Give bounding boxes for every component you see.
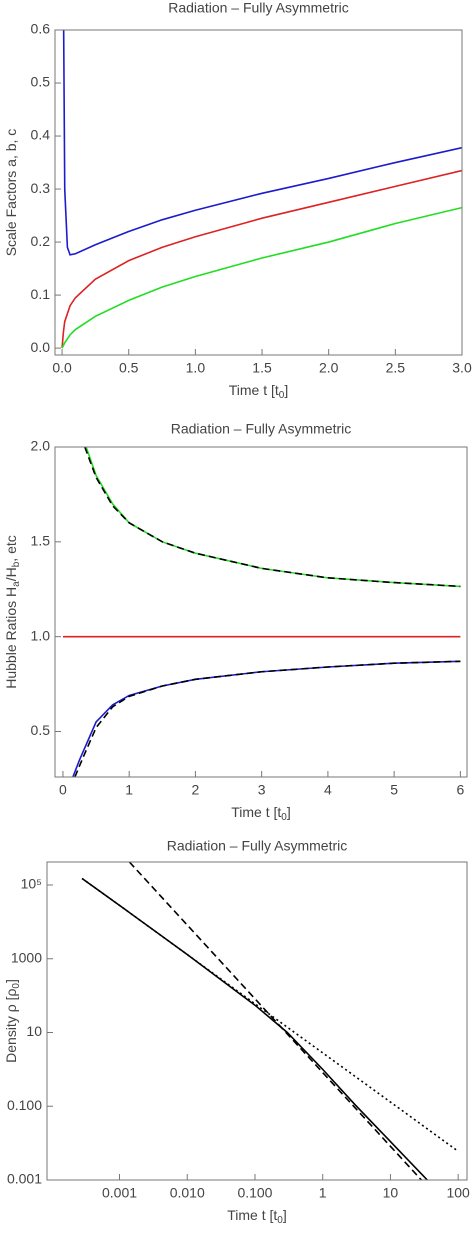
y-tick-label: 0.3 bbox=[31, 180, 51, 196]
curve bbox=[72, 660, 461, 777]
x-tick-label: 5 bbox=[390, 782, 398, 798]
axis-label: Time t [t0] bbox=[229, 382, 289, 401]
curve bbox=[84, 447, 461, 588]
subscript: b bbox=[11, 561, 22, 567]
axis-label: Hubble Ratios Ha/Hb, etc bbox=[3, 535, 22, 689]
y-tick-label: 2.0 bbox=[31, 438, 51, 454]
label-part: , etc bbox=[3, 535, 19, 561]
x-tick-label: 4 bbox=[324, 782, 332, 798]
label-part: ] bbox=[3, 979, 19, 983]
y-tick-label: 0.6 bbox=[31, 21, 51, 37]
x-tick-label: 0 bbox=[59, 782, 67, 798]
plot-frame bbox=[54, 446, 468, 778]
subscript: 0 bbox=[277, 1215, 283, 1226]
label-part: Hubble Ratios H bbox=[3, 587, 19, 689]
x-tick-label: 1 bbox=[125, 782, 133, 798]
curve bbox=[85, 447, 461, 588]
x-tick-label: 6 bbox=[456, 782, 464, 798]
x-tick-label: 0.0 bbox=[52, 360, 72, 376]
label-part: Scale Factors a, b, c bbox=[3, 129, 19, 257]
label-part: Time t [t bbox=[229, 382, 279, 398]
label-part: Time t [t bbox=[231, 804, 281, 820]
subscript: 0 bbox=[11, 983, 22, 989]
subscript: 0 bbox=[279, 390, 285, 401]
x-tick-label: 3 bbox=[258, 782, 266, 798]
x-tick-label: 0.001 bbox=[102, 1185, 137, 1201]
axis-label: Time t [t0] bbox=[227, 1207, 287, 1226]
y-tick-label: 0.4 bbox=[31, 127, 51, 143]
x-tick-label: 0.100 bbox=[237, 1185, 272, 1201]
curve bbox=[62, 30, 462, 256]
curve bbox=[74, 660, 461, 777]
subscript: a bbox=[11, 581, 22, 587]
plot-frame bbox=[46, 861, 468, 1181]
label-part: /H bbox=[3, 567, 19, 581]
y-tick-label: 1.0 bbox=[31, 627, 51, 643]
y-tick-label: 1.5 bbox=[31, 533, 51, 549]
x-tick-label: 1.0 bbox=[186, 360, 206, 376]
subscript: 0 bbox=[281, 812, 287, 823]
y-tick-label: 1000 bbox=[11, 949, 42, 965]
x-tick-label: 0.5 bbox=[119, 360, 139, 376]
label-part: Time t [t bbox=[227, 1207, 277, 1223]
curve bbox=[81, 877, 459, 1152]
curve bbox=[81, 877, 428, 1180]
x-tick-label: 3.0 bbox=[452, 360, 472, 376]
axis-label: Time t [t0] bbox=[231, 804, 291, 823]
y-tick-label: 0.0 bbox=[31, 339, 51, 355]
label-part: ] bbox=[284, 382, 288, 398]
x-tick-label: 1.5 bbox=[252, 360, 272, 376]
y-tick-label: 0.1 bbox=[31, 286, 51, 302]
label-part: Density ρ [ρ bbox=[3, 989, 19, 1063]
x-tick-label: 1 bbox=[319, 1185, 327, 1201]
x-tick-label: 10 bbox=[383, 1185, 399, 1201]
y-tick-label: 0.5 bbox=[31, 722, 51, 738]
x-tick-label: 100 bbox=[446, 1185, 470, 1201]
y-tick-label: 0.2 bbox=[31, 233, 51, 249]
axis-label: Scale Factors a, b, c bbox=[3, 129, 19, 257]
label-part: ] bbox=[283, 1207, 287, 1223]
x-tick-label: 2.0 bbox=[319, 360, 339, 376]
chart-title: Radiation – Fully Asymmetric bbox=[171, 421, 352, 437]
curve bbox=[128, 862, 423, 1180]
label-part: ] bbox=[287, 804, 291, 820]
chart-title: Radiation – Fully Asymmetric bbox=[167, 838, 348, 854]
y-tick-label: 10⁵ bbox=[21, 876, 42, 892]
x-tick-label: 2 bbox=[192, 782, 200, 798]
axis-label: Density ρ [ρ0] bbox=[3, 979, 22, 1063]
curve bbox=[61, 169, 462, 349]
plot-frame bbox=[54, 29, 463, 356]
y-tick-label: 0.5 bbox=[31, 74, 51, 90]
y-tick-label: 10 bbox=[26, 1023, 42, 1039]
x-tick-label: 0.010 bbox=[170, 1185, 205, 1201]
y-tick-label: 0.001 bbox=[7, 1171, 42, 1187]
y-tick-label: 0.100 bbox=[7, 1097, 42, 1113]
curve bbox=[61, 206, 462, 349]
chart-title: Radiation – Fully Asymmetric bbox=[168, 0, 349, 16]
x-tick-label: 2.5 bbox=[386, 360, 406, 376]
